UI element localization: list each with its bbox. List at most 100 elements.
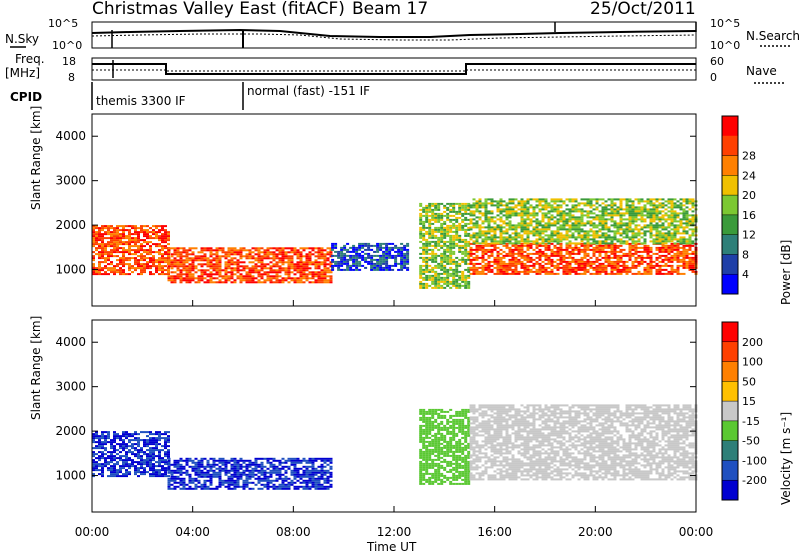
pixel-cell [197, 463, 201, 466]
pixel-cell [446, 212, 450, 215]
pixel-cell [526, 256, 530, 259]
pixel-cell [107, 467, 110, 470]
pixel-cell [206, 479, 210, 482]
pixel-cell [394, 264, 398, 267]
pixel-cell [137, 437, 140, 440]
pixel-cell [691, 222, 695, 225]
pixel-cell [535, 214, 539, 217]
pixel-cell [514, 244, 518, 247]
pixel-cell [613, 208, 617, 211]
pixel-cell [376, 266, 380, 269]
pixel-cell [440, 218, 444, 221]
pixel-cell [502, 264, 506, 267]
pixel-cell [649, 230, 653, 233]
pixel-cell [173, 275, 177, 278]
pixel-cell [616, 246, 620, 249]
pixel-cell [664, 264, 668, 267]
pixel-cell [523, 204, 527, 207]
pixel-cell [155, 431, 158, 434]
pixel-cell [538, 224, 542, 227]
pixel-cell [428, 270, 432, 273]
pixel-cell [619, 206, 623, 209]
pixel-cell [652, 252, 656, 255]
pixel-cell [275, 277, 279, 280]
pixel-cell [511, 208, 515, 211]
pixel-cell [550, 272, 554, 275]
pixel-cell [601, 266, 605, 269]
pixel-cell [164, 459, 167, 462]
pixel-cell [251, 261, 255, 264]
pixel-cell [203, 485, 207, 488]
pixel-cell [502, 208, 506, 211]
pixel-cell [556, 204, 560, 207]
pixel-cell [658, 246, 662, 249]
pixel-cell [652, 218, 656, 221]
pixel-cell [619, 216, 623, 219]
pixel-cell [122, 263, 125, 266]
pixel-cell [487, 248, 491, 251]
pixel-cell [616, 208, 620, 211]
pixel-cell [170, 475, 174, 478]
pixel-cell [119, 247, 122, 250]
pixel-cell [592, 224, 596, 227]
pixel-cell [146, 261, 149, 264]
pixel-cell [364, 242, 368, 245]
pixel-cell [161, 257, 164, 260]
pixel-cell [481, 220, 485, 223]
pixel-cell [640, 218, 644, 221]
pixel-cell [176, 481, 180, 484]
nsky-label: N.Sky [5, 32, 39, 46]
pixel-cell [440, 236, 444, 239]
pixel-cell [631, 232, 635, 235]
pixel-cell [101, 229, 104, 232]
pixel-cell [233, 249, 237, 252]
pixel-cell [613, 230, 617, 233]
pixel-cell [134, 449, 137, 452]
pixel-cell [664, 234, 668, 237]
pixel-cell [553, 260, 557, 263]
pixel-cell [425, 204, 429, 207]
pixel-cell [676, 200, 680, 203]
pixel-cell [676, 214, 680, 217]
pixel-cell [520, 262, 524, 265]
pixel-cell [143, 241, 146, 244]
pixel-cell [517, 202, 521, 205]
pixel-cell [610, 252, 614, 255]
pixel-cell [452, 258, 456, 261]
pixel-cell [137, 267, 140, 270]
pixel-cell [455, 226, 459, 229]
pixel-cell [125, 445, 128, 448]
pixel-cell [400, 252, 404, 255]
pixel-cell [469, 206, 473, 209]
pixel-cell [346, 248, 350, 251]
pixel-cell [104, 441, 107, 444]
pixel-cell [619, 204, 623, 207]
pixel-cell [212, 487, 216, 490]
pixel-cell [116, 229, 119, 232]
pixel-cell [670, 232, 674, 235]
pixel-cell [682, 216, 686, 219]
pixel-cell [664, 214, 668, 217]
pixel-cell [634, 228, 638, 231]
pixel-cell [452, 274, 456, 277]
pixel-cell [209, 263, 213, 266]
pixel-cell [526, 242, 530, 245]
pixel-cell [565, 270, 569, 273]
pixel-cell [122, 463, 125, 466]
pixel-cell [266, 479, 270, 482]
pixel-cell [464, 260, 468, 263]
pixel-cell [619, 208, 623, 211]
pixel-cell [194, 467, 198, 470]
pixel-cell [101, 465, 104, 468]
pixel-cell [215, 249, 219, 252]
pixel-cell [619, 254, 623, 257]
pixel-cell [484, 206, 488, 209]
pixel-cell [140, 467, 143, 470]
pixel-cell [431, 266, 435, 269]
pixel-cell [385, 258, 389, 261]
pixel-cell [92, 473, 95, 476]
pixel-cell [478, 218, 482, 221]
pixel-cell [514, 204, 518, 207]
pixel-cell [478, 236, 482, 239]
